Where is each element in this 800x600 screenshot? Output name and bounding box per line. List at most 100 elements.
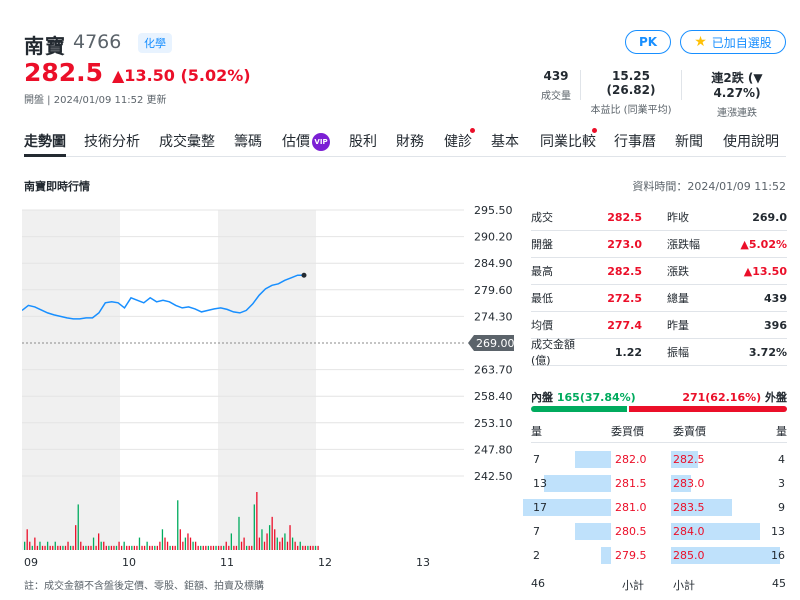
quote-row: 成交金額(億) 1.22 振幅 3.72%	[531, 338, 787, 367]
quote-value: 277.4	[607, 318, 642, 332]
quote-row: 成交 282.5 昨收 269.0	[531, 204, 787, 231]
volume-bar	[85, 545, 87, 550]
volume-bar	[80, 541, 82, 550]
volume-bar	[291, 537, 294, 550]
tab-valuation[interactable]: 估價 VIP	[282, 131, 330, 157]
industry-tag[interactable]: 化學	[138, 33, 172, 53]
volume-bar	[279, 541, 281, 550]
x-tick-label: 12	[318, 556, 332, 569]
ask-total: 45	[772, 577, 786, 590]
volume-bar	[29, 541, 31, 550]
y-tick-label: 242.50	[474, 470, 513, 483]
volume-bar	[233, 545, 235, 550]
tab-news[interactable]: 新聞	[675, 134, 703, 150]
outer-pct: (62.16%)	[705, 391, 762, 404]
volume-bar	[314, 545, 317, 550]
orderbook-row: 2 279.5 285.0 16	[531, 544, 787, 567]
volume-bar	[174, 545, 176, 550]
tab-calendar[interactable]: 行事曆	[614, 134, 656, 150]
volume-bar	[41, 545, 44, 550]
tab-finance[interactable]: 財務	[396, 134, 424, 150]
volume-bar	[146, 541, 148, 550]
outer-label: 外盤	[765, 391, 787, 404]
volume-bar	[98, 533, 100, 550]
volume-bar	[240, 541, 243, 550]
volume-bar	[92, 537, 95, 550]
y-tick-label: 253.10	[474, 417, 513, 430]
inner-volume: 內盤 165(37.84%)	[531, 389, 636, 405]
quote-value: 1.22	[614, 345, 642, 359]
volume-bar	[230, 533, 232, 550]
quote-label: 最低	[531, 292, 553, 305]
tab-peer[interactable]: 同業比較	[540, 134, 596, 150]
volume-bar	[194, 541, 197, 550]
volume-bar	[87, 545, 90, 550]
volume-bar	[202, 545, 204, 550]
quote-label: 昨量	[667, 319, 689, 332]
last-price-dot	[301, 272, 307, 278]
tab-trend[interactable]: 走勢圖	[24, 131, 66, 157]
y-tick-label: 269.00	[476, 337, 515, 350]
volume-bar	[187, 533, 189, 550]
volume-bar	[90, 545, 92, 550]
volume-bar	[54, 541, 56, 550]
bid-price: 279.5	[615, 549, 647, 562]
quote-label: 開盤	[531, 238, 553, 251]
stat-streak-value: 連2跌 (▼ 4.27%)	[688, 69, 786, 100]
y-tick-label: 263.70	[474, 364, 513, 377]
tab-summary[interactable]: 成交彙整	[159, 134, 215, 150]
stat-streak: 連2跌 (▼ 4.27%) 連漲連跌	[688, 69, 786, 119]
quote-row: 最低 272.5 總量 439	[531, 285, 787, 312]
volume-bar	[67, 541, 69, 550]
quote-value: 272.5	[607, 291, 642, 305]
x-tick-label: 10	[122, 556, 136, 569]
quote-value: ▲13.50	[743, 264, 787, 278]
ask-depth-bar	[671, 523, 760, 540]
bid-price: 281.5	[615, 477, 647, 490]
volume-bar	[82, 545, 84, 550]
volume-bar	[246, 545, 248, 550]
volume-bar	[75, 525, 77, 550]
volume-bar	[268, 525, 271, 550]
volume-bar	[289, 525, 291, 550]
watchlist-label: 已加自選股	[711, 35, 772, 50]
bid-depth-bar	[575, 523, 611, 540]
bid-price: 280.5	[615, 525, 647, 538]
volume-bar	[69, 545, 72, 550]
quote-value: 269.0	[752, 210, 787, 224]
volume-bar	[215, 545, 217, 550]
tab-help[interactable]: 使用說明	[723, 134, 779, 150]
tab-dividend[interactable]: 股利	[349, 134, 377, 150]
tab-chips[interactable]: 籌碼	[234, 134, 262, 150]
volume-bar	[57, 545, 59, 550]
quote-value: ▲5.02%	[740, 237, 787, 251]
ask-qty: 9	[778, 501, 785, 514]
tab-checkup[interactable]: 健診	[444, 134, 472, 150]
volume-bar	[261, 529, 263, 550]
quote-label: 總量	[667, 292, 689, 305]
volume-bar	[184, 537, 187, 550]
y-tick-label: 284.90	[474, 257, 513, 270]
tab-basic[interactable]: 基本	[491, 134, 519, 150]
y-tick-label: 279.60	[474, 284, 513, 297]
pk-button[interactable]: PK	[625, 30, 671, 54]
y-tick-label: 258.40	[474, 390, 513, 403]
volume-bar	[284, 533, 286, 550]
volume-bar	[64, 545, 67, 550]
volume-bar	[26, 529, 28, 550]
intraday-chart[interactable]: 295.50 290.20 284.90 279.60 274.30 269.00 263.…	[22, 200, 522, 570]
watchlist-button[interactable]: ★ 已加自選股	[680, 30, 786, 54]
stat-volume-label: 成交量	[541, 91, 571, 102]
volume-bar	[228, 545, 230, 550]
stat-pe: 15.25 (26.82) 本益比 (同業平均)	[586, 69, 676, 116]
ask-qty: 3	[778, 477, 785, 490]
tab-technical[interactable]: 技術分析	[84, 134, 140, 150]
reference-price-tag	[468, 335, 514, 351]
volume-bar	[151, 545, 153, 550]
volume-bar	[138, 537, 141, 550]
hour-band	[316, 210, 414, 550]
inner-label: 內盤	[531, 391, 553, 404]
price-change: ▲13.50 (5.02%)	[112, 66, 251, 85]
volume-bar	[120, 545, 123, 550]
outer-bar	[629, 406, 787, 412]
